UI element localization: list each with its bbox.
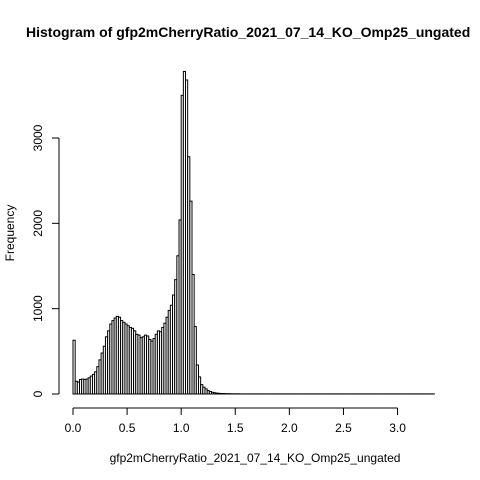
x-tick-label: 1.5 <box>227 421 244 435</box>
y-tick-label: 2000 <box>31 210 45 237</box>
x-tick-label: 2.5 <box>335 421 352 435</box>
y-axis: 0 1000 2000 3000 <box>31 124 60 397</box>
x-tick-label: 3.0 <box>389 421 406 435</box>
y-tick-label: 3000 <box>31 124 45 151</box>
histogram-bar <box>193 326 197 395</box>
histogram-bars <box>72 70 435 395</box>
x-axis: 0.0 0.5 1.0 1.5 2.0 2.5 3.0 <box>65 407 406 435</box>
y-tick-label: 1000 <box>31 295 45 322</box>
histogram-bar <box>72 339 76 395</box>
chart-title: Histogram of gfp2mCherryRatio_2021_07_14… <box>26 24 470 40</box>
x-axis-label: gfp2mCherryRatio_2021_07_14_KO_Omp25_ung… <box>110 451 401 465</box>
x-tick-label: 1.0 <box>173 421 190 435</box>
x-tick-label: 2.0 <box>281 421 298 435</box>
y-tick-label: 0 <box>31 390 45 397</box>
y-axis-label: Frequency <box>3 205 17 262</box>
x-tick-label: 0.5 <box>119 421 136 435</box>
x-tick-label: 0.0 <box>65 421 82 435</box>
